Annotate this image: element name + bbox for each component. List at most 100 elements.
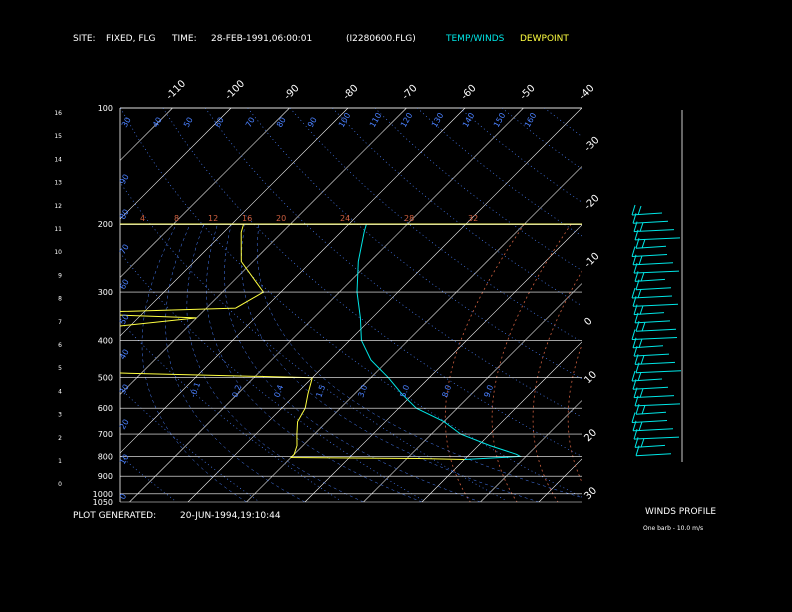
wind-barb-shaft xyxy=(631,295,673,299)
wind-barb-flag xyxy=(632,254,637,265)
temperature-tick-top: -40 xyxy=(577,83,596,102)
adiabat-label-top: 60 xyxy=(213,116,226,129)
wind-barb-shaft xyxy=(635,245,667,249)
wind-barb-flag xyxy=(637,288,642,299)
moist-adiabat xyxy=(206,224,423,502)
height-tick-label: 3 xyxy=(58,412,62,419)
pressure-tick-label: 700 xyxy=(98,430,113,439)
wind-barb-shaft xyxy=(633,229,675,233)
wind-barb-flag xyxy=(639,222,644,232)
adiabat-label-left: 50 xyxy=(118,313,131,326)
legend-dewpoint: DEWPOINT xyxy=(520,34,569,44)
temperature-tick-right: -20 xyxy=(582,193,601,212)
wind-barb-shaft xyxy=(635,411,667,415)
wind-barb-flag xyxy=(640,438,645,448)
isotherm xyxy=(0,108,114,502)
temperature-tick-top: -110 xyxy=(164,78,188,102)
dewpoint-profile xyxy=(120,223,465,460)
wind-barb-shaft xyxy=(633,353,670,357)
mixing-ratio-label: 12 xyxy=(208,214,218,223)
lower-label: -0.1 xyxy=(188,381,202,399)
wind-barb-shaft xyxy=(634,278,666,282)
adiabat-label-top: 100 xyxy=(337,111,352,129)
mixing-ratio-label: 24 xyxy=(340,214,350,223)
temperature-tick-top: -80 xyxy=(341,83,360,102)
wind-barb-shaft xyxy=(631,254,668,257)
lower-label: 3.0 xyxy=(356,384,369,399)
isotherm xyxy=(363,283,582,502)
wind-barb-shaft xyxy=(633,270,680,274)
moist-adiabat xyxy=(256,224,582,498)
lower-label: 0.4 xyxy=(272,384,285,399)
wind-barb-flag xyxy=(635,445,640,456)
temperature-tick-right: 10 xyxy=(582,369,599,386)
adiabat-label-top: 30 xyxy=(120,116,133,129)
adiabat-label-top: 160 xyxy=(523,111,538,129)
mixing-ratio-line xyxy=(444,223,525,502)
dry-adiabat xyxy=(501,108,582,170)
mixing-ratio-label: 28 xyxy=(404,214,414,223)
dry-adiabat xyxy=(120,320,341,501)
isotherm xyxy=(120,108,173,161)
adiabat-label-left: 0 xyxy=(118,492,128,501)
moist-adiabat xyxy=(186,224,364,502)
adiabat-label-top: 80 xyxy=(275,116,288,129)
site-value: FIXED, FLG xyxy=(106,34,156,44)
wind-barb-flag xyxy=(634,229,639,241)
isotherm xyxy=(187,108,582,502)
mixing-ratio-label: 8 xyxy=(174,214,179,223)
dry-adiabat xyxy=(459,108,582,203)
wind-barb-flag xyxy=(633,221,638,232)
isotherm xyxy=(120,108,466,454)
wind-barb-flag xyxy=(631,329,636,340)
pressure-tick-label: 1050 xyxy=(93,498,113,507)
height-tick-label: 4 xyxy=(58,388,62,395)
mixing-ratio-label: 20 xyxy=(276,214,286,223)
moist-adiabat xyxy=(165,224,306,502)
pressure-tick-label: 500 xyxy=(98,374,113,383)
plot-generated-value: 20-JUN-1994,19:10:44 xyxy=(180,511,281,521)
dry-adiabat xyxy=(0,108,92,500)
wind-barb-flag xyxy=(635,279,640,290)
height-tick-label: 0 xyxy=(58,481,62,488)
temperature-tick-right: 30 xyxy=(582,485,599,502)
plot-generated-label: PLOT GENERATED: xyxy=(73,511,156,521)
adiabat-label-left: 20 xyxy=(118,418,131,431)
wind-barb-flag xyxy=(634,354,639,365)
dry-adiabat xyxy=(587,108,792,500)
isotherm xyxy=(421,341,582,502)
time-value: 28-FEB-1991,06:00:01 xyxy=(211,34,312,44)
pressure-tick-label: 800 xyxy=(98,452,113,461)
wind-barb-flag xyxy=(634,312,639,324)
wind-barb-shaft xyxy=(635,370,682,374)
adiabat-label-left: 30 xyxy=(118,383,131,396)
temperature-tick-right: -30 xyxy=(582,135,601,154)
isotherm xyxy=(120,108,349,337)
wind-barb-flag xyxy=(637,205,642,216)
adiabat-label-top: 90 xyxy=(306,116,319,129)
wind-barb-flag xyxy=(638,338,643,348)
wind-barb-shaft xyxy=(633,436,680,440)
wind-barb-flag xyxy=(637,371,642,382)
lower-label: 8.0 xyxy=(440,384,453,399)
wind-barb-shaft xyxy=(632,303,679,307)
mixing-ratio-line xyxy=(532,270,582,502)
wind-barb-shaft xyxy=(634,403,681,407)
wind-barb-flag xyxy=(631,287,636,299)
temperature-tick-top: -90 xyxy=(282,83,301,102)
lower-label: 0.2 xyxy=(230,384,243,399)
pressure-tick-label: 600 xyxy=(98,404,113,413)
wind-barb-flag xyxy=(633,387,638,398)
adiabat-label-top: 40 xyxy=(151,116,164,129)
wind-barb-flag xyxy=(633,428,638,440)
winds-profile-title: WINDS PROFILE xyxy=(645,507,716,517)
temperature-tick-right: -10 xyxy=(582,251,601,270)
isotherm xyxy=(598,108,792,502)
lower-label: 9.0 xyxy=(482,384,495,399)
temperature-tick-right: 0 xyxy=(582,316,594,328)
wind-barb-flag xyxy=(640,355,645,365)
isotherm xyxy=(129,108,524,502)
wind-barb-flag xyxy=(634,437,639,448)
dry-adiabat xyxy=(247,108,582,380)
